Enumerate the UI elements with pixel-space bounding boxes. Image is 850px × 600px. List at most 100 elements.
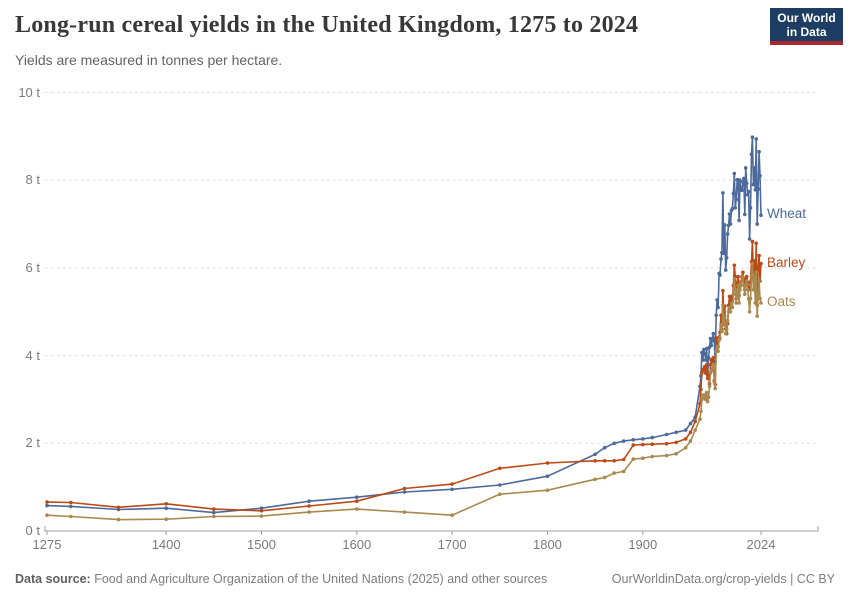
data-point[interactable] bbox=[702, 347, 706, 352]
data-point[interactable] bbox=[744, 279, 749, 283]
data-point[interactable] bbox=[703, 358, 708, 362]
data-point[interactable] bbox=[402, 510, 407, 514]
data-point[interactable] bbox=[721, 288, 725, 293]
data-point[interactable] bbox=[45, 503, 49, 508]
data-point[interactable] bbox=[593, 452, 597, 457]
data-point[interactable] bbox=[699, 387, 703, 392]
data-point[interactable] bbox=[757, 253, 761, 258]
series-label-oats[interactable]: Oats bbox=[767, 293, 796, 309]
data-point[interactable] bbox=[727, 305, 732, 310]
data-point[interactable] bbox=[750, 261, 755, 266]
data-point[interactable] bbox=[683, 445, 688, 450]
data-point[interactable] bbox=[741, 270, 745, 275]
series-path-barley[interactable] bbox=[46, 241, 762, 512]
data-point[interactable] bbox=[703, 393, 707, 397]
data-point[interactable] bbox=[725, 232, 730, 236]
data-point[interactable] bbox=[545, 488, 550, 493]
data-point[interactable] bbox=[498, 466, 502, 471]
data-point[interactable] bbox=[674, 430, 678, 435]
data-point[interactable] bbox=[721, 303, 725, 308]
data-point[interactable] bbox=[748, 206, 753, 210]
data-point[interactable] bbox=[718, 336, 722, 340]
data-point[interactable] bbox=[621, 469, 626, 474]
data-point[interactable] bbox=[355, 507, 359, 511]
data-point[interactable] bbox=[722, 323, 726, 327]
data-point[interactable] bbox=[631, 438, 636, 442]
data-point[interactable] bbox=[641, 456, 645, 461]
data-point[interactable] bbox=[683, 437, 688, 441]
data-point[interactable] bbox=[602, 475, 607, 480]
data-point[interactable] bbox=[756, 187, 760, 191]
data-point[interactable] bbox=[745, 192, 750, 197]
data-point[interactable] bbox=[706, 356, 711, 360]
data-point[interactable] bbox=[688, 421, 693, 426]
data-point[interactable] bbox=[737, 301, 741, 305]
data-point[interactable] bbox=[736, 274, 740, 279]
data-point[interactable] bbox=[712, 338, 717, 343]
series-label-barley[interactable]: Barley bbox=[767, 254, 806, 270]
data-point[interactable] bbox=[402, 486, 407, 491]
data-point[interactable] bbox=[738, 178, 742, 182]
data-point[interactable] bbox=[749, 274, 754, 279]
data-point[interactable] bbox=[753, 188, 758, 192]
data-point[interactable] bbox=[212, 514, 216, 519]
data-point[interactable] bbox=[734, 197, 738, 202]
data-point[interactable] bbox=[724, 255, 729, 260]
data-point[interactable] bbox=[725, 318, 730, 323]
data-point[interactable] bbox=[450, 513, 454, 517]
data-point[interactable] bbox=[212, 510, 216, 515]
data-point[interactable] bbox=[758, 174, 762, 178]
data-point[interactable] bbox=[719, 323, 723, 327]
data-point[interactable] bbox=[746, 189, 751, 194]
data-point[interactable] bbox=[45, 500, 49, 504]
data-point[interactable] bbox=[719, 257, 723, 261]
data-point[interactable] bbox=[706, 395, 711, 400]
data-point[interactable] bbox=[743, 283, 748, 288]
data-point[interactable] bbox=[727, 212, 732, 216]
data-point[interactable] bbox=[759, 213, 763, 218]
data-point[interactable] bbox=[747, 310, 752, 314]
data-point[interactable] bbox=[738, 288, 742, 292]
data-point[interactable] bbox=[743, 212, 747, 217]
data-point[interactable] bbox=[728, 310, 733, 314]
data-point[interactable] bbox=[498, 483, 502, 487]
data-point[interactable] bbox=[756, 266, 760, 270]
data-point[interactable] bbox=[69, 504, 73, 509]
data-point[interactable] bbox=[164, 506, 168, 511]
data-point[interactable] bbox=[714, 313, 718, 318]
data-point[interactable] bbox=[744, 274, 749, 279]
data-point[interactable] bbox=[259, 514, 264, 518]
data-point[interactable] bbox=[757, 149, 761, 154]
data-point[interactable] bbox=[701, 358, 705, 362]
data-point[interactable] bbox=[612, 471, 616, 475]
data-point[interactable] bbox=[754, 137, 758, 141]
data-point[interactable] bbox=[751, 288, 756, 292]
data-point[interactable] bbox=[752, 259, 757, 263]
data-point[interactable] bbox=[593, 459, 597, 463]
data-point[interactable] bbox=[704, 346, 709, 351]
data-point[interactable] bbox=[116, 505, 121, 510]
data-point[interactable] bbox=[545, 474, 550, 479]
data-point[interactable] bbox=[752, 274, 757, 279]
data-point[interactable] bbox=[164, 502, 168, 506]
data-point[interactable] bbox=[703, 352, 707, 356]
data-point[interactable] bbox=[734, 301, 738, 305]
data-point[interactable] bbox=[754, 241, 758, 246]
data-point[interactable] bbox=[713, 386, 717, 391]
data-point[interactable] bbox=[116, 517, 121, 522]
data-point[interactable] bbox=[703, 371, 708, 375]
data-point[interactable] bbox=[593, 477, 597, 482]
data-point[interactable] bbox=[212, 507, 216, 511]
data-point[interactable] bbox=[450, 487, 454, 492]
data-point[interactable] bbox=[741, 180, 745, 184]
data-point[interactable] bbox=[721, 191, 725, 195]
data-point[interactable] bbox=[744, 181, 749, 186]
data-point[interactable] bbox=[745, 288, 750, 292]
series-label-wheat[interactable]: Wheat bbox=[767, 206, 807, 222]
series-oats[interactable] bbox=[45, 261, 763, 522]
data-point[interactable] bbox=[740, 188, 744, 193]
data-point[interactable] bbox=[355, 499, 359, 504]
data-point[interactable] bbox=[641, 437, 645, 441]
data-point[interactable] bbox=[602, 445, 607, 450]
data-point[interactable] bbox=[355, 495, 359, 500]
